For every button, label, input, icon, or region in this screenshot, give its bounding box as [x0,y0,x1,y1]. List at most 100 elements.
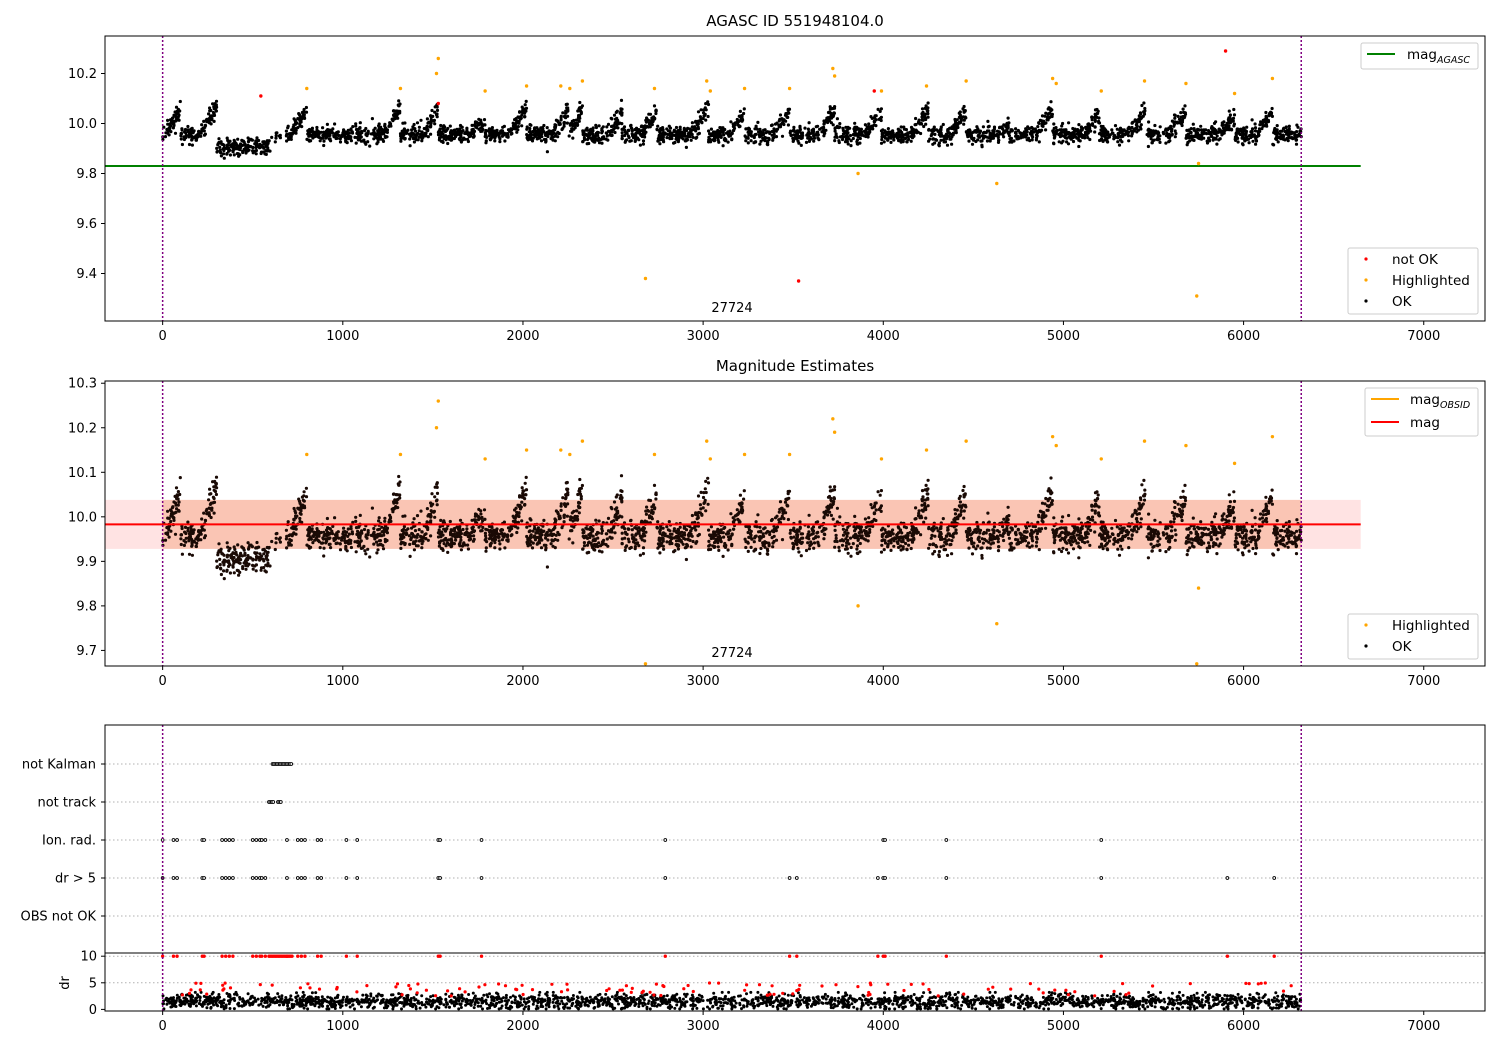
ok-point [1060,124,1064,128]
ok-point [1214,512,1218,516]
ok-point [806,525,811,529]
ok-point [712,541,717,545]
ok-point [965,535,970,539]
ok-point [958,110,962,114]
highlighted-point [831,66,835,71]
ok-point [415,514,420,518]
ok-point [1071,139,1076,144]
ok-point [408,144,412,148]
ok-point [500,129,505,133]
ok-point [668,532,673,537]
ok-point [1173,129,1177,133]
ok-point [216,143,220,147]
ok-point [200,127,204,131]
ok-point [215,146,219,150]
ok-point [382,132,386,136]
ok-point [1259,512,1263,516]
ok-point [1115,525,1119,529]
ok-point [1165,131,1169,135]
ok-point [856,142,860,146]
ok-point [362,129,367,133]
ok-point [349,545,353,550]
ok-point [1256,134,1261,138]
ok-point [853,514,857,519]
ok-point [834,536,838,541]
ok-point [610,520,614,524]
ok-point [214,99,219,103]
ok-point [895,133,899,137]
ok-point [372,542,376,546]
ok-point [1113,518,1118,523]
ok-point [372,526,376,531]
ok-point [988,546,992,550]
ok-point [758,525,762,529]
ok-point [1232,113,1237,117]
ok-point [1030,138,1034,142]
ok-point [1077,123,1081,127]
ok-point [700,120,704,124]
ok-point [927,546,931,550]
ok-point [322,554,326,558]
ok-point [887,135,891,139]
ok-point [658,135,662,139]
ok-point [663,132,667,136]
ok-point [1088,126,1092,130]
ok-point [1131,120,1135,124]
ok-point [1173,135,1177,139]
ok-point [962,110,966,114]
ok-point [1181,505,1185,509]
ok-point [228,153,232,157]
ok-point [209,122,213,126]
ok-point [1077,556,1081,560]
ok-point [1269,113,1273,117]
ok-point [358,513,362,518]
ok-point [1293,536,1297,540]
ok-point [829,513,834,518]
ok-point [775,514,779,518]
ok-point [202,511,206,515]
highlighted-point [568,86,572,91]
ok-point [820,126,824,130]
ok-point [457,132,461,136]
ok-point [1089,129,1093,133]
ok-point [528,129,532,133]
highlighted-point [995,181,999,186]
ok-point [340,135,344,139]
ok-point [366,129,370,133]
ok-point [1186,140,1190,144]
ok-point [837,139,841,143]
agasc-line-legend: magAGASC [1360,42,1479,70]
ok-point [1146,144,1150,149]
ok-point [706,502,710,506]
ok-point [1200,131,1204,135]
ok-point [1117,143,1122,147]
ok-point [524,99,528,103]
ok-point [1212,121,1217,125]
highlighted-point [924,84,929,88]
ok-point [853,121,857,125]
ok-point [255,136,259,140]
ok-point [684,557,689,562]
ok-point [655,526,660,530]
ok-point [658,130,662,134]
ok-point [268,149,272,153]
ok-point [557,131,561,136]
not-ok-legend-marker [1364,257,1368,261]
ok-point [702,114,706,118]
ok-point [726,140,730,144]
ok-point [415,121,420,125]
ok-point [962,118,966,122]
ok-point [293,128,297,132]
ok-point [952,123,956,127]
ok-point [302,115,306,120]
ok-point [980,134,984,138]
ok-point [941,122,945,127]
ok-point [334,541,338,546]
ok-point [980,145,984,149]
ok-point [565,514,570,518]
ok-point [970,137,974,141]
ok-point [646,118,651,122]
ok-point [928,543,932,547]
highlighted-point [832,74,837,78]
ok-point [317,135,321,140]
